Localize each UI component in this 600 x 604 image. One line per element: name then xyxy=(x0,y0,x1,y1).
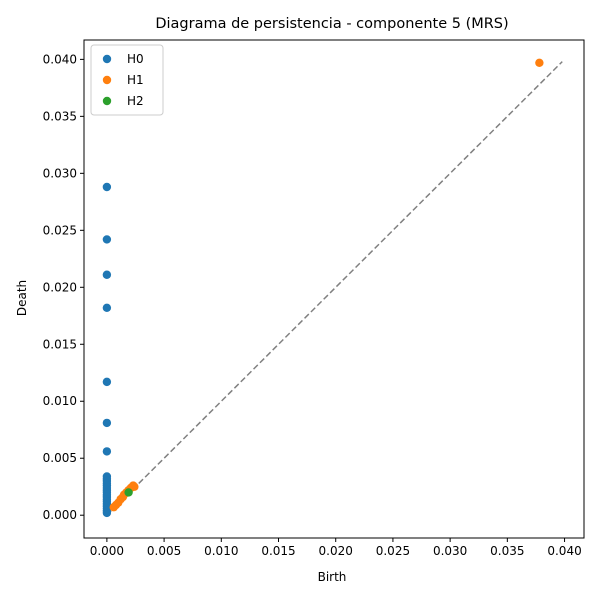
y-tick-label: 0.040 xyxy=(43,52,77,66)
y-tick-label: 0.035 xyxy=(43,109,77,123)
legend-label-h2: H2 xyxy=(127,94,144,108)
x-tick-label: 0.020 xyxy=(319,544,353,558)
x-tick-label: 0.010 xyxy=(204,544,238,558)
x-tick-label: 0.025 xyxy=(376,544,410,558)
x-axis-label: Birth xyxy=(318,570,347,584)
point-h0 xyxy=(102,303,112,313)
series-h1 xyxy=(109,58,544,512)
legend-label-h0: H0 xyxy=(127,52,144,66)
series-h0 xyxy=(102,182,112,518)
x-tick-label: 0.035 xyxy=(490,544,524,558)
y-tick-label: 0.010 xyxy=(43,394,77,408)
x-tick-label: 0.040 xyxy=(547,544,581,558)
x-tick-label: 0.000 xyxy=(90,544,124,558)
point-h0 xyxy=(102,270,112,279)
point-h0 xyxy=(102,235,112,244)
y-axis-label: Death xyxy=(15,280,29,316)
point-h1 xyxy=(535,58,544,67)
point-h0 xyxy=(102,377,112,387)
y-tick-label: 0.020 xyxy=(43,280,77,294)
point-h0 xyxy=(102,418,112,428)
y-tick-label: 0.000 xyxy=(43,508,77,522)
y-tick-label: 0.015 xyxy=(43,337,77,351)
legend: H0 H1 H2 xyxy=(90,44,164,116)
legend-marker-h1 xyxy=(102,75,112,85)
y-tick-label: 0.030 xyxy=(43,166,77,180)
point-h0 xyxy=(102,508,112,518)
point-h0 xyxy=(102,182,112,192)
series-h2 xyxy=(124,488,133,497)
plot-area xyxy=(102,58,563,518)
point-h1 xyxy=(130,482,139,491)
point-h2 xyxy=(124,488,133,497)
x-tick-label: 0.005 xyxy=(147,544,181,558)
legend-label-h1: H1 xyxy=(127,73,144,87)
legend-marker-h2 xyxy=(102,96,112,106)
legend-marker-h0 xyxy=(102,54,112,64)
chart-title: Diagrama de persistencia - componente 5 … xyxy=(155,16,508,32)
diagonal-line xyxy=(106,61,563,516)
plot-frame xyxy=(83,39,585,539)
point-h0 xyxy=(102,447,112,456)
x-tick-label: 0.015 xyxy=(261,544,295,558)
axes: 0.000 0.005 0.010 0.015 0.020 0.025 0.030 0.035… xyxy=(43,52,582,558)
y-tick-label: 0.025 xyxy=(43,223,77,237)
x-tick-label: 0.030 xyxy=(433,544,467,558)
y-tick-label: 0.005 xyxy=(43,451,77,465)
